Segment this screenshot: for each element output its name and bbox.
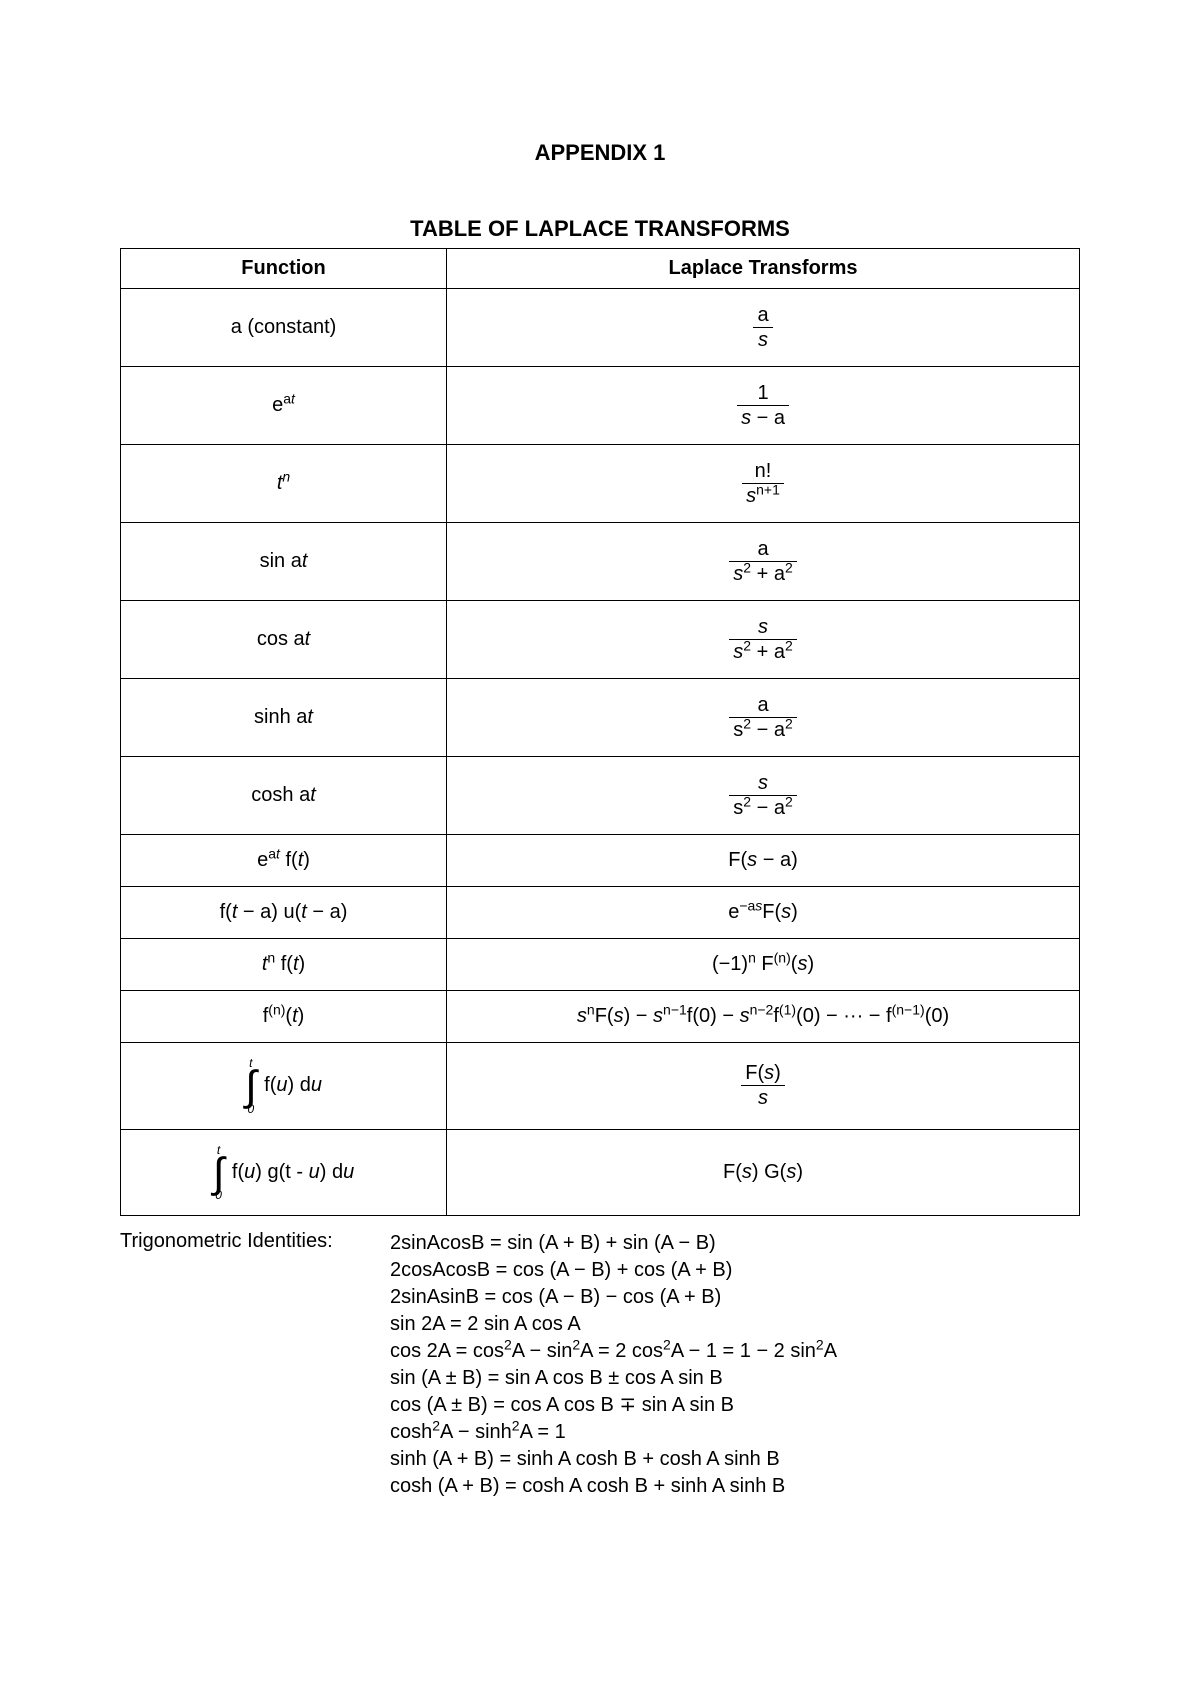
function-cell: sin at [121,523,447,601]
trig-identities-list: 2sinAcosB = sin (A + B) + sin (A − B)2co… [390,1230,837,1500]
function-cell: cosh at [121,757,447,835]
table-row: eat1s − a [121,367,1080,445]
transform-cell: as [447,289,1080,367]
table-row: tn f(t)(−1)n F(n)(s) [121,939,1080,991]
transform-cell: 1s − a [447,367,1080,445]
function-cell: a (constant) [121,289,447,367]
table-row: cos atss2 + a2 [121,601,1080,679]
page: APPENDIX 1 TABLE OF LAPLACE TRANSFORMS F… [0,0,1200,1697]
transform-cell: F(s) G(s) [447,1129,1080,1216]
function-cell: tn f(t) [121,939,447,991]
function-cell: t∫0 f(u) du [121,1043,447,1130]
trig-identity: cos 2A = cos2A − sin2A = 2 cos2A − 1 = 1… [390,1338,837,1365]
table-title: TABLE OF LAPLACE TRANSFORMS [120,216,1080,242]
trig-identity: cosh2A − sinh2A = 1 [390,1419,837,1446]
trig-identity: sinh (A + B) = sinh A cosh B + cosh A si… [390,1446,837,1473]
table-row: f(t − a) u(t − a)e−asF(s) [121,887,1080,939]
transform-cell: e−asF(s) [447,887,1080,939]
transform-cell: F(s − a) [447,835,1080,887]
function-cell: t∫0 f(u) g(t - u) du [121,1129,447,1216]
laplace-table-body: a (constant)aseat1s − atnn!sn+1sin atas2… [121,289,1080,1216]
trig-identity: cosh (A + B) = cosh A cosh B + sinh A si… [390,1473,837,1500]
transform-cell: (−1)n F(n)(s) [447,939,1080,991]
column-header-function: Function [121,249,447,289]
function-cell: f(t − a) u(t − a) [121,887,447,939]
table-row: cosh atss2 − a2 [121,757,1080,835]
table-row: sinh atas2 − a2 [121,679,1080,757]
table-row: sin atas2 + a2 [121,523,1080,601]
table-header-row: Function Laplace Transforms [121,249,1080,289]
function-cell: eat f(t) [121,835,447,887]
trig-identity: 2sinAsinB = cos (A − B) − cos (A + B) [390,1284,837,1311]
function-cell: sinh at [121,679,447,757]
column-header-transform: Laplace Transforms [447,249,1080,289]
table-row: tnn!sn+1 [121,445,1080,523]
transform-cell: ss2 + a2 [447,601,1080,679]
function-cell: f(n)(t) [121,991,447,1043]
trig-identity: cos (A ± B) = cos A cos B ∓ sin A sin B [390,1392,837,1419]
transform-cell: ss2 − a2 [447,757,1080,835]
trig-identity: sin (A ± B) = sin A cos B ± cos A sin B [390,1365,837,1392]
table-row: a (constant)as [121,289,1080,367]
transform-cell: F(s)s [447,1043,1080,1130]
function-cell: cos at [121,601,447,679]
trig-identities-block: Trigonometric Identities: 2sinAcosB = si… [120,1230,1080,1500]
function-cell: eat [121,367,447,445]
trig-identity: 2cosAcosB = cos (A − B) + cos (A + B) [390,1257,837,1284]
transform-cell: snF(s) − sn−1f(0) − sn−2f(1)(0) − ··· − … [447,991,1080,1043]
trig-identity: sin 2A = 2 sin A cos A [390,1311,837,1338]
table-row: f(n)(t)snF(s) − sn−1f(0) − sn−2f(1)(0) −… [121,991,1080,1043]
transform-cell: as2 + a2 [447,523,1080,601]
laplace-table: Function Laplace Transforms a (constant)… [120,248,1080,1216]
table-row: t∫0 f(u) duF(s)s [121,1043,1080,1130]
trig-identity: 2sinAcosB = sin (A + B) + sin (A − B) [390,1230,837,1257]
trig-identities-label: Trigonometric Identities: [120,1230,390,1253]
appendix-heading: APPENDIX 1 [120,140,1080,166]
transform-cell: as2 − a2 [447,679,1080,757]
function-cell: tn [121,445,447,523]
transform-cell: n!sn+1 [447,445,1080,523]
table-row: eat f(t)F(s − a) [121,835,1080,887]
table-row: t∫0 f(u) g(t - u) duF(s) G(s) [121,1129,1080,1216]
